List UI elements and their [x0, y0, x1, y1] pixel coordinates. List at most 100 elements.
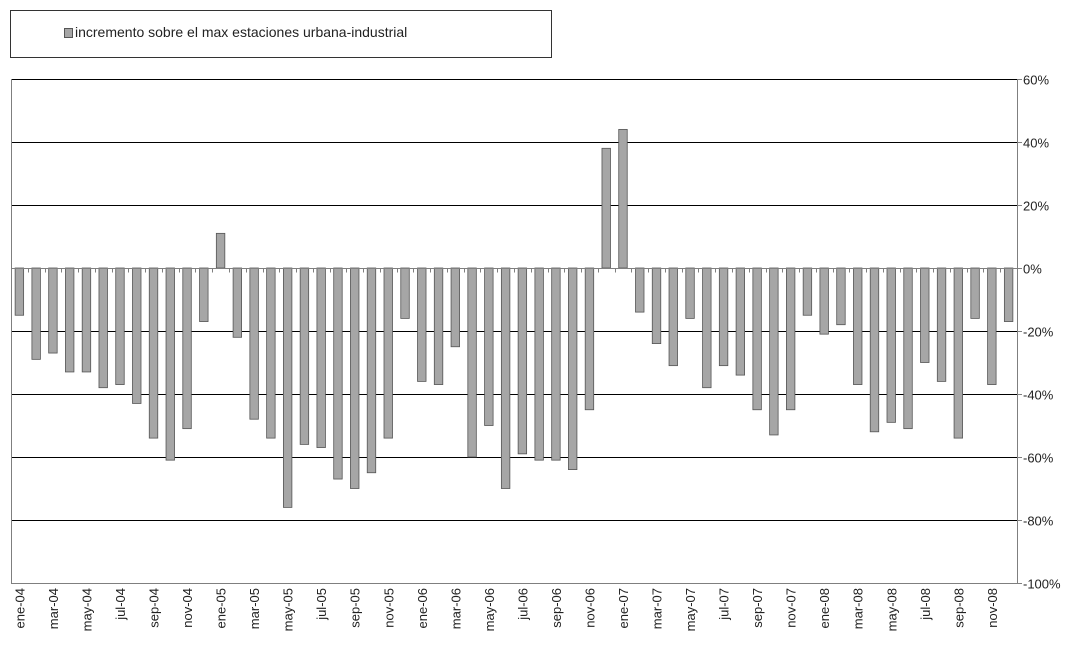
x-tick-label: sep-06: [549, 588, 564, 628]
bar: [718, 267, 729, 367]
bar: [685, 267, 695, 319]
y-tick-labels: 60% 40% 20% 0% -20% -40% -60% -80% -100%: [1023, 73, 1061, 592]
bar: [702, 267, 712, 389]
x-tick-label: mar-08: [851, 588, 866, 629]
bar: [853, 267, 863, 385]
bar: [31, 267, 41, 360]
x-tick-label: mar-07: [650, 588, 665, 629]
x-tick-label: ene-05: [214, 588, 229, 628]
bar: [115, 267, 125, 385]
bar: [132, 267, 142, 404]
legend-swatch: [64, 28, 73, 38]
x-tick-label: ene-08: [817, 588, 832, 628]
bar: [282, 267, 293, 508]
x-tick-label: may-06: [482, 588, 497, 631]
bar: [484, 267, 494, 426]
y-tick-label: 60%: [1023, 73, 1049, 88]
y-tick-label: -60%: [1023, 451, 1054, 466]
bar: [48, 267, 58, 354]
bar: [584, 267, 595, 411]
bar: [232, 267, 243, 338]
x-tick-label: mar-05: [247, 588, 262, 629]
x-tick-label: nov-08: [985, 588, 1000, 628]
bar: [786, 267, 796, 411]
grid-lines: [11, 79, 1017, 584]
y-tick-label: -80%: [1023, 514, 1054, 529]
x-tick-label: may-05: [281, 588, 296, 631]
bar: [769, 267, 779, 436]
x-tick-label: mar-04: [46, 588, 61, 629]
x-tick-label: mar-06: [448, 588, 463, 629]
x-tick-label: nov-07: [784, 588, 799, 628]
x-tick-label: ene-04: [12, 588, 27, 628]
bar: [182, 267, 192, 430]
bar: [249, 267, 259, 420]
bar: [920, 267, 930, 363]
x-tick-label: may-07: [683, 588, 698, 631]
x-tick-label: ene-06: [415, 588, 430, 628]
bar: [215, 232, 226, 269]
bar: [517, 267, 528, 455]
bar: [568, 267, 578, 471]
bar: [433, 267, 444, 385]
x-tick-labels: ene-04 mar-04 may-04 jul-04 sep-04 nov-04 ene-…: [12, 588, 999, 631]
bars: [14, 128, 1014, 508]
bar: [450, 267, 460, 348]
bar: [266, 267, 276, 439]
x-tick-label: jul-06: [515, 588, 530, 621]
bar: [500, 267, 511, 489]
bar: [936, 267, 947, 382]
x-tick-label: sep-05: [348, 588, 363, 628]
bar: [199, 267, 209, 322]
x-tick-label: nov-05: [381, 588, 396, 628]
x-tick-label: nov-04: [180, 588, 195, 628]
bar: [987, 267, 997, 385]
legend-label: incremento sobre el max estaciones urban…: [75, 24, 408, 40]
x-tick-label: jul-05: [314, 588, 329, 621]
x-tick-label: sep-08: [951, 588, 966, 628]
bar: [970, 267, 980, 319]
y-tick-label: 0%: [1023, 262, 1042, 277]
x-tick-label: jul-08: [918, 588, 933, 621]
bar: [299, 267, 310, 445]
bar: [635, 267, 645, 313]
bar: [651, 267, 662, 344]
x-tick-label: sep-07: [750, 588, 765, 628]
axes: [11, 79, 1022, 584]
bar: [400, 267, 410, 319]
bar: [869, 267, 880, 433]
bar: [81, 267, 92, 373]
bar: [1003, 267, 1014, 322]
bar: [886, 267, 896, 423]
bar: [953, 267, 963, 439]
bar: [467, 267, 477, 458]
bar: [148, 267, 159, 439]
bar: [601, 147, 611, 269]
bar: [618, 128, 628, 269]
bar: [735, 267, 745, 376]
bar: [836, 267, 846, 326]
chart-legend: incremento sobre el max estaciones urban…: [10, 10, 552, 58]
y-tick-label: -100%: [1023, 577, 1061, 592]
bar: [333, 267, 343, 480]
x-tick-label: ene-07: [616, 588, 631, 628]
x-tick-label: nov-06: [582, 588, 597, 628]
x-tick-label: jul-04: [113, 588, 128, 621]
bar: [14, 267, 25, 316]
bar: [534, 267, 544, 461]
y-tick-label: 40%: [1023, 136, 1049, 151]
bar: [903, 267, 913, 430]
bar: [316, 267, 326, 448]
bar: [819, 267, 829, 335]
bar: [366, 267, 377, 474]
bar: [165, 267, 175, 461]
bar: [802, 267, 813, 316]
y-tick-label: -40%: [1023, 388, 1054, 403]
bar: [551, 267, 561, 461]
bar: [752, 267, 762, 411]
bar: [350, 267, 360, 489]
y-tick-label: -20%: [1023, 325, 1054, 340]
bar: [98, 267, 108, 389]
y-tick-label: 20%: [1023, 199, 1049, 214]
